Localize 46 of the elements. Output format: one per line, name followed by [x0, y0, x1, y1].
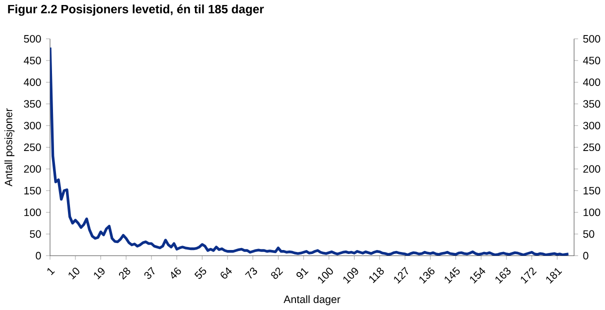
- y2-tick-label: 150: [584, 187, 600, 195]
- y2-tick-label: 300: [583, 122, 600, 130]
- x-tick-label: 73: [244, 268, 258, 279]
- x-tick-label: 55: [194, 267, 206, 280]
- y2-tick-label: 100: [584, 208, 600, 216]
- x-tick-label: 1: [47, 268, 55, 276]
- chart-title: Figur 2.2 Posisjoners levetid, én til 185 dager: [8, 4, 264, 16]
- y2-tick-label: 200: [583, 165, 600, 173]
- y-tick-label: 0: [36, 252, 41, 260]
- y2-tick-label: 250: [583, 144, 600, 152]
- x-tick-label: 91: [296, 268, 308, 280]
- x-tick-label: 136: [419, 268, 434, 284]
- x-tick-label: 109: [343, 268, 358, 284]
- y-tick-label: 150: [24, 187, 41, 195]
- x-tick-label: 118: [369, 268, 384, 284]
- x-axis-title: Antall dager: [284, 295, 340, 306]
- y-tick-label: 500: [24, 35, 41, 43]
- x-tick-label: 82: [271, 268, 284, 280]
- y-tick-label: 50: [30, 230, 41, 238]
- x-tick-label: 172: [520, 268, 537, 284]
- x-tick-label: 19: [94, 268, 105, 280]
- y-tick-label: 300: [24, 122, 41, 130]
- y-tick-label: 400: [24, 78, 41, 86]
- y2-tick-label: 500: [583, 35, 600, 43]
- x-tick-label: 100: [318, 268, 333, 284]
- x-tick-label: 28: [119, 268, 130, 280]
- x-tick-label: 64: [220, 268, 232, 279]
- x-tick-label: 145: [444, 267, 460, 284]
- y-tick-label: 200: [24, 165, 41, 173]
- y2-tick-label: 50: [583, 230, 594, 238]
- y-tick-label: 100: [24, 208, 41, 216]
- x-tick-label: 154: [470, 267, 486, 284]
- y2-tick-label: 450: [583, 56, 600, 64]
- y-tick-label: 450: [24, 56, 41, 64]
- x-tick-label: 181: [546, 268, 562, 284]
- y-tick-label: 350: [24, 100, 41, 108]
- y-axis-title: Antall posisjoner: [4, 108, 14, 187]
- x-tick-label: 37: [144, 267, 155, 280]
- x-tick-label: 10: [68, 268, 80, 280]
- y2-tick-label: 350: [583, 100, 600, 108]
- y-tick-label: 250: [24, 144, 41, 152]
- y2-tick-label: 0: [583, 252, 588, 260]
- y2-tick-label: 400: [583, 78, 600, 86]
- x-tick-label: 163: [496, 268, 511, 284]
- x-tick-label: 46: [171, 268, 181, 279]
- x-tick-label: 127: [394, 267, 408, 284]
